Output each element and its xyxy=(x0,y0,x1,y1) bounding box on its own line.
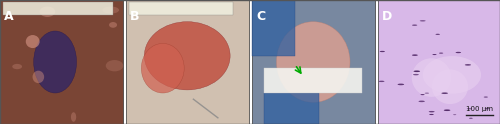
Circle shape xyxy=(418,101,425,102)
Bar xyxy=(128,2,232,15)
FancyBboxPatch shape xyxy=(264,93,320,124)
Ellipse shape xyxy=(102,6,119,14)
Ellipse shape xyxy=(106,60,124,71)
Ellipse shape xyxy=(142,43,184,93)
Circle shape xyxy=(414,70,420,72)
Circle shape xyxy=(456,52,461,53)
Ellipse shape xyxy=(423,56,481,94)
Text: 100 μm: 100 μm xyxy=(466,106,493,112)
FancyBboxPatch shape xyxy=(0,0,122,124)
Circle shape xyxy=(424,93,429,94)
Ellipse shape xyxy=(32,71,44,83)
Ellipse shape xyxy=(109,22,117,28)
Ellipse shape xyxy=(40,6,55,17)
Circle shape xyxy=(465,64,471,66)
FancyBboxPatch shape xyxy=(252,0,295,56)
Circle shape xyxy=(484,108,490,109)
Circle shape xyxy=(436,34,440,35)
Circle shape xyxy=(420,20,426,22)
Text: C: C xyxy=(256,10,265,23)
Ellipse shape xyxy=(412,58,451,97)
Circle shape xyxy=(484,97,488,98)
Circle shape xyxy=(380,51,385,52)
Circle shape xyxy=(453,114,456,115)
Bar xyxy=(2,2,113,15)
Ellipse shape xyxy=(432,69,468,104)
Text: A: A xyxy=(4,10,14,23)
Circle shape xyxy=(420,94,424,95)
Ellipse shape xyxy=(276,22,350,102)
Circle shape xyxy=(432,54,436,55)
Circle shape xyxy=(442,92,448,94)
FancyBboxPatch shape xyxy=(378,0,500,124)
Circle shape xyxy=(444,109,450,111)
Circle shape xyxy=(429,111,434,112)
Ellipse shape xyxy=(12,64,22,69)
Text: D: D xyxy=(382,10,392,23)
Circle shape xyxy=(413,74,419,75)
Bar xyxy=(264,68,362,93)
Ellipse shape xyxy=(26,35,40,48)
Circle shape xyxy=(429,114,434,115)
Text: B: B xyxy=(130,10,140,23)
Ellipse shape xyxy=(71,112,76,122)
Circle shape xyxy=(439,53,443,54)
Circle shape xyxy=(469,118,472,119)
Circle shape xyxy=(412,25,417,26)
Circle shape xyxy=(378,81,384,82)
Ellipse shape xyxy=(144,22,230,90)
FancyBboxPatch shape xyxy=(252,0,374,124)
Circle shape xyxy=(398,84,404,85)
FancyBboxPatch shape xyxy=(126,0,248,124)
Circle shape xyxy=(412,54,418,56)
Ellipse shape xyxy=(34,31,76,93)
Circle shape xyxy=(467,108,472,109)
